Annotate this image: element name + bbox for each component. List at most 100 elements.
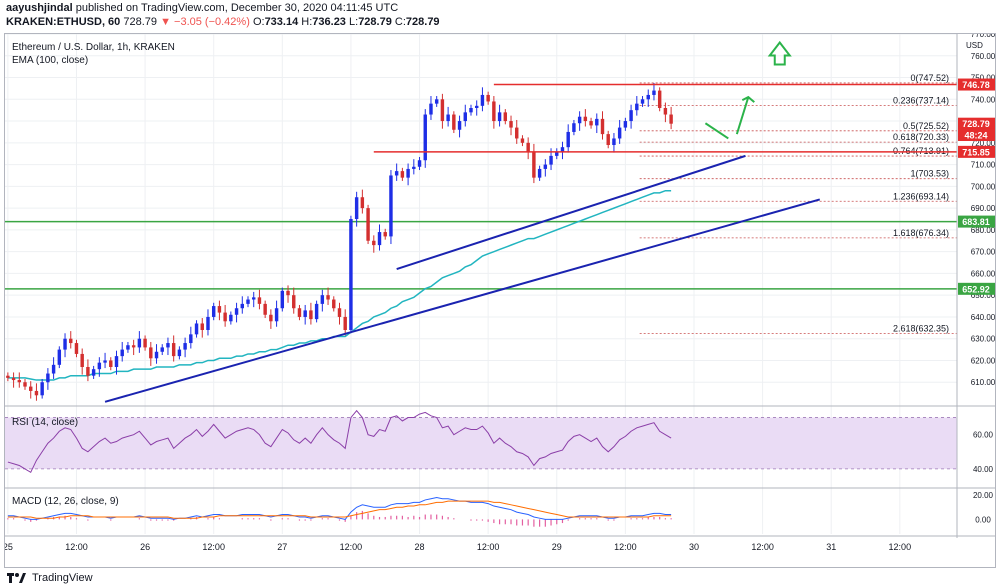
candle-down[interactable]	[326, 295, 330, 300]
candle-down[interactable]	[217, 306, 222, 313]
candle-down[interactable]	[372, 240, 376, 246]
rsi-line[interactable]	[7, 409, 672, 474]
candle-up[interactable]	[640, 99, 645, 104]
candle-down[interactable]	[503, 112, 508, 122]
candle-down[interactable]	[269, 314, 273, 322]
candle-up[interactable]	[63, 338, 67, 350]
candle-down[interactable]	[80, 353, 84, 367]
candle-up[interactable]	[246, 299, 250, 304]
candle-up[interactable]	[354, 197, 359, 219]
candle-down[interactable]	[223, 312, 227, 322]
candle-down[interactable]	[520, 138, 525, 143]
candle-up[interactable]	[160, 347, 164, 352]
author-name[interactable]: aayushjindal	[6, 2, 73, 14]
candle-up[interactable]	[566, 131, 570, 148]
price-pane[interactable]: 0(747.52) 0.236(737.14) 0.5(725.52)0.618(7…	[5, 40, 957, 403]
candle-up[interactable]	[560, 147, 565, 152]
candle-up[interactable]	[166, 343, 170, 348]
candle-up[interactable]	[114, 356, 119, 367]
candle-down[interactable]	[486, 94, 490, 102]
candle-up[interactable]	[480, 94, 485, 106]
rsi-pane[interactable]	[5, 409, 957, 474]
candle-down[interactable]	[309, 310, 313, 320]
candle-up[interactable]	[497, 112, 502, 122]
candle-down[interactable]	[69, 338, 73, 344]
candle-up[interactable]	[537, 168, 542, 178]
candle-down[interactable]	[526, 142, 530, 152]
candle-down[interactable]	[657, 90, 662, 108]
candle-down[interactable]	[149, 347, 153, 359]
candle-up[interactable]	[183, 343, 187, 350]
candle-down[interactable]	[600, 118, 605, 135]
candle-up[interactable]	[126, 345, 130, 350]
candle-up[interactable]	[463, 112, 467, 122]
candle-down[interactable]	[383, 232, 387, 237]
ema-100-line[interactable]	[7, 189, 672, 381]
candle-up[interactable]	[194, 323, 199, 335]
candle-down[interactable]	[583, 116, 588, 122]
candle-up[interactable]	[555, 151, 559, 156]
candle-up[interactable]	[412, 166, 416, 169]
candle-down[interactable]	[171, 343, 176, 357]
candle-up[interactable]	[623, 121, 628, 128]
candle-up[interactable]	[46, 373, 50, 383]
candle-down[interactable]	[109, 360, 113, 367]
candle-down[interactable]	[400, 171, 405, 178]
candle-down[interactable]	[452, 114, 456, 130]
candle-up[interactable]	[429, 103, 433, 115]
candle-up[interactable]	[234, 308, 239, 315]
candle-up[interactable]	[646, 94, 650, 100]
candle-up[interactable]	[457, 121, 462, 130]
candle-up[interactable]	[320, 295, 325, 304]
candle-down[interactable]	[366, 208, 370, 241]
candle-up[interactable]	[549, 155, 553, 165]
candle-up[interactable]	[389, 175, 393, 237]
candle-up[interactable]	[617, 127, 622, 139]
candle-up[interactable]	[417, 160, 422, 167]
candle-up[interactable]	[612, 138, 616, 145]
candle-down[interactable]	[440, 99, 445, 122]
candle-down[interactable]	[86, 367, 90, 376]
candle-down[interactable]	[286, 290, 290, 296]
candle-down[interactable]	[29, 386, 33, 391]
candle-up[interactable]	[474, 105, 479, 108]
candle-up[interactable]	[274, 308, 279, 322]
candle-up[interactable]	[40, 382, 44, 396]
candle-up[interactable]	[57, 349, 62, 365]
candle-up[interactable]	[280, 290, 285, 309]
candle-up[interactable]	[652, 90, 656, 95]
candle-down[interactable]	[589, 121, 593, 126]
candle-up[interactable]	[103, 360, 107, 363]
candle-up[interactable]	[423, 114, 427, 161]
candle-down[interactable]	[292, 295, 296, 309]
candle-down[interactable]	[17, 380, 22, 383]
candle-down[interactable]	[663, 108, 668, 115]
candle-up[interactable]	[572, 123, 576, 132]
candle-up[interactable]	[97, 362, 102, 370]
candle-down[interactable]	[263, 303, 267, 315]
candle-up[interactable]	[211, 306, 216, 317]
candle-down[interactable]	[332, 299, 336, 309]
candle-down[interactable]	[6, 375, 10, 378]
candle-up[interactable]	[51, 364, 56, 374]
candle-down[interactable]	[509, 121, 513, 128]
candle-down[interactable]	[297, 308, 302, 317]
candle-down[interactable]	[343, 316, 347, 330]
candle-up[interactable]	[91, 369, 96, 376]
bullish-trend-line[interactable]	[104, 198, 821, 403]
candle-down[interactable]	[11, 377, 16, 381]
macd-pane[interactable]	[7, 497, 672, 527]
candle-up[interactable]	[206, 316, 210, 330]
candle-up[interactable]	[394, 171, 399, 176]
signal-line[interactable]	[7, 500, 672, 519]
candle-up[interactable]	[577, 116, 582, 124]
candle-up[interactable]	[154, 351, 159, 359]
candle-down[interactable]	[34, 390, 39, 396]
candle-down[interactable]	[23, 382, 27, 387]
candle-down[interactable]	[492, 101, 496, 122]
candle-up[interactable]	[446, 114, 450, 122]
candle-down[interactable]	[257, 297, 262, 304]
candle-up[interactable]	[229, 314, 233, 322]
candle-down[interactable]	[74, 343, 79, 354]
candle-up[interactable]	[303, 310, 307, 317]
